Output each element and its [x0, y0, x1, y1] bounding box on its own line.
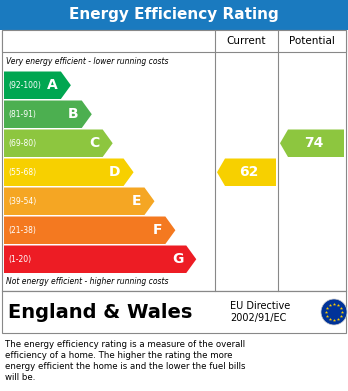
Text: (69-80): (69-80)	[8, 139, 36, 148]
Polygon shape	[4, 188, 155, 215]
Text: (39-54): (39-54)	[8, 197, 36, 206]
Text: Potential: Potential	[289, 36, 335, 46]
Text: will be.: will be.	[5, 373, 35, 382]
Text: D: D	[109, 165, 120, 179]
Bar	[2, 291, 346, 333]
Polygon shape	[4, 72, 71, 99]
Text: energy efficient the home is and the lower the fuel bills: energy efficient the home is and the low…	[5, 362, 245, 371]
Text: England & Wales: England & Wales	[8, 303, 192, 321]
Text: E: E	[132, 194, 142, 208]
Text: (81-91): (81-91)	[8, 110, 36, 119]
Text: efficiency of a home. The higher the rating the more: efficiency of a home. The higher the rat…	[5, 351, 232, 360]
Text: C: C	[89, 136, 100, 150]
Polygon shape	[217, 158, 276, 186]
Text: EU Directive: EU Directive	[230, 301, 290, 311]
Text: Current: Current	[227, 36, 266, 46]
Text: A: A	[47, 78, 58, 92]
Polygon shape	[4, 100, 92, 128]
Text: Energy Efficiency Rating: Energy Efficiency Rating	[69, 7, 279, 23]
Text: Not energy efficient - higher running costs: Not energy efficient - higher running co…	[6, 278, 168, 287]
Polygon shape	[4, 217, 175, 244]
Text: (21-38): (21-38)	[8, 226, 36, 235]
Text: Very energy efficient - lower running costs: Very energy efficient - lower running co…	[6, 57, 168, 66]
Text: F: F	[153, 223, 163, 237]
Text: (92-100): (92-100)	[8, 81, 41, 90]
Text: (1-20): (1-20)	[8, 255, 31, 264]
Text: 2002/91/EC: 2002/91/EC	[230, 313, 286, 323]
Polygon shape	[280, 129, 344, 157]
Circle shape	[321, 299, 347, 325]
Text: B: B	[68, 107, 79, 121]
Polygon shape	[4, 129, 113, 157]
Text: (55-68): (55-68)	[8, 168, 36, 177]
Text: 74: 74	[304, 136, 324, 150]
Bar	[0, 0, 348, 30]
Text: The energy efficiency rating is a measure of the overall: The energy efficiency rating is a measur…	[5, 340, 245, 349]
Bar	[2, 30, 346, 291]
Polygon shape	[4, 246, 196, 273]
Text: 62: 62	[239, 165, 258, 179]
Bar	[2, 30, 346, 52]
Text: G: G	[172, 252, 183, 266]
Polygon shape	[4, 158, 134, 186]
